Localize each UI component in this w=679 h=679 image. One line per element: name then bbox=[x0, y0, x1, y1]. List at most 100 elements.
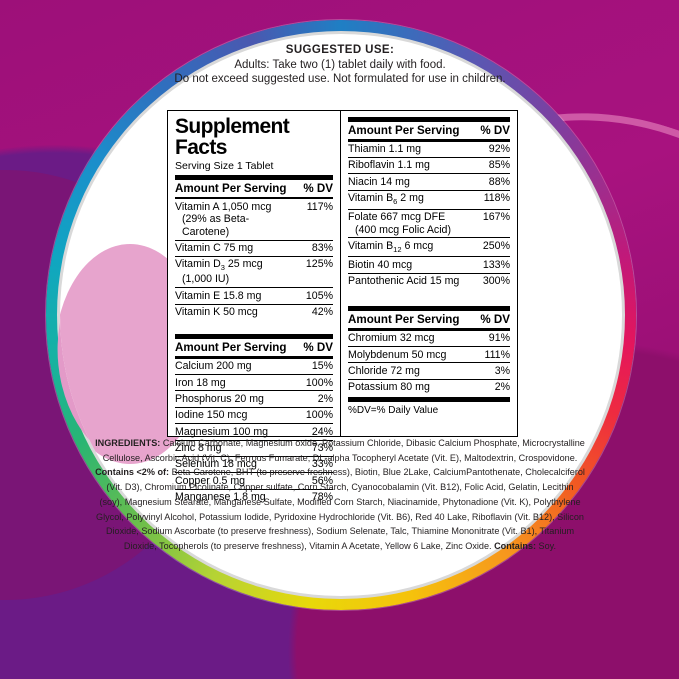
nutrient-table-vitamins: Vitamin A 1,050 mcg (29% as Beta-Carotene… bbox=[175, 199, 334, 320]
contains-under-2-body: Beta-Carotene, BHT (to preserve freshnes… bbox=[96, 467, 585, 552]
nutrient-dv: 250% bbox=[470, 237, 510, 258]
table-header-vitamins: Amount Per Serving % DV bbox=[175, 180, 333, 197]
nutrient-row: Vitamin A 1,050 mcg (29% as Beta-Carotene… bbox=[175, 199, 334, 241]
nutrient-dv: 85% bbox=[470, 157, 510, 175]
daily-value-note: %DV=% Daily Value bbox=[348, 405, 439, 417]
nutrient-dv: 105% bbox=[293, 287, 334, 305]
table-header-b-vitamins: Amount Per Serving % DV bbox=[348, 122, 510, 139]
suggested-use-block: SUGGESTED USE: Adults: Take two (1) tabl… bbox=[90, 44, 590, 85]
nutrient-dv: 91% bbox=[470, 330, 510, 348]
rule-thick bbox=[175, 334, 334, 340]
ingredients-label: INGREDIENTS: bbox=[95, 438, 161, 448]
table-header-trace-minerals: Amount Per Serving % DV bbox=[348, 311, 510, 328]
nutrient-name: Riboflavin 1.1 mg bbox=[348, 157, 470, 175]
nutrient-dv: 42% bbox=[311, 306, 334, 319]
nutrient-subnote: (400 mcg Folic Acid) bbox=[355, 223, 451, 236]
nutrient-dv: 2% bbox=[293, 390, 334, 408]
nutrient-row: Vitamin B12 6 mcg 250% bbox=[348, 237, 510, 258]
nutrient-subnote: (29% as Beta-Carotene) bbox=[182, 213, 250, 238]
nutrient-dv: 100% bbox=[293, 374, 334, 392]
nutrient-name: Thiamin 1.1 mg bbox=[348, 141, 470, 158]
rule-thick bbox=[348, 117, 510, 122]
nutrient-table-b-vitamins: Thiamin 1.1 mg 92% Riboflavin 1.1 mg 85% Nia… bbox=[348, 141, 510, 289]
nutrient-name: Pantothenic Acid 15 mg bbox=[348, 275, 460, 288]
nutrient-name: Selenium 18 mcg bbox=[175, 456, 294, 474]
nutrient-dv: 133% bbox=[470, 256, 510, 274]
rule-thick bbox=[348, 306, 510, 312]
rule-med bbox=[175, 356, 334, 359]
table-header-minerals: Amount Per Serving % DV bbox=[175, 339, 333, 356]
nutrient-name: Potassium 80 mg bbox=[348, 381, 430, 394]
amount-per-serving-label: Amount Per Serving bbox=[175, 341, 287, 355]
suggested-use-title: SUGGESTED USE: bbox=[285, 44, 395, 56]
suggested-use-line-1: Adults: Take two (1) tablet daily with f… bbox=[234, 59, 446, 71]
nutrient-name: Molybdenum 50 mcg bbox=[348, 346, 470, 364]
nutrient-name: Vitamin K 50 mcg bbox=[175, 306, 258, 319]
nutrient-dv: 167% bbox=[470, 209, 510, 239]
nutrient-row: Chloride 72 mg 3% bbox=[348, 362, 510, 380]
rule-med bbox=[348, 139, 510, 142]
nutrient-row: Iodine 150 mcg 100% bbox=[175, 407, 334, 425]
nutrient-row: Pantothenic Acid 15 mg 300% bbox=[348, 273, 510, 289]
nutrient-dv: 300% bbox=[482, 275, 510, 288]
contains-under-2-label: Contains <2% of: bbox=[95, 467, 170, 478]
rule-thick bbox=[348, 397, 510, 403]
nutrient-dv: 73% bbox=[293, 440, 334, 457]
nutrient-row: Zinc 8 mg 73% bbox=[175, 440, 334, 457]
nutrient-name: Copper 0.5 mg bbox=[175, 472, 294, 490]
nutrient-name: Biotin 40 mcg bbox=[348, 256, 470, 274]
nutrient-row: Vitamin K 50 mcg 42% bbox=[175, 304, 333, 320]
nutrient-name: Vitamin E 15.8 mg bbox=[175, 287, 294, 305]
nutrient-name: Niacin 14 mg bbox=[348, 173, 470, 191]
nutrient-name: Vitamin B6 2 mg bbox=[348, 190, 470, 210]
allergen-label: Contains: bbox=[494, 541, 537, 552]
tbody-vitamins-fat-soluble: Vitamin A 1,050 mcg (29% as Beta-Carotene… bbox=[175, 199, 334, 320]
nutrient-name: Folate 667 mcg DFE (400 mcg Folic Acid) bbox=[348, 209, 470, 239]
nutrient-dv: 88% bbox=[470, 173, 510, 191]
nutrient-name: Calcium 200 mg bbox=[175, 358, 294, 375]
percent-dv-label: % DV bbox=[303, 181, 334, 195]
nutrient-dv: 111% bbox=[470, 346, 510, 364]
nutrient-row: Niacin 14 mg 88% bbox=[348, 173, 510, 191]
nutrient-dv: 118% bbox=[470, 190, 510, 210]
tbody-minerals-major: Calcium 200 mg 15% Iron 18 mg 100% Phosphoru… bbox=[175, 358, 334, 506]
nutrient-name: Iodine 150 mcg bbox=[175, 407, 294, 425]
nutrient-row: Copper 0.5 mg 56% bbox=[175, 472, 334, 490]
nutrient-dv: 56% bbox=[293, 472, 334, 490]
supplement-facts-panel: Supplement Facts Serving Size 1 Tablet A… bbox=[167, 110, 518, 503]
nutrient-dv: 33% bbox=[293, 456, 334, 474]
tbody-vitamins-b-complex: Thiamin 1.1 mg 92% Riboflavin 1.1 mg 85% Nia… bbox=[348, 141, 510, 289]
ingredients-main: Calcium Carbonate, Magnesium oxide, Pota… bbox=[102, 438, 585, 463]
nutrient-dv: 24% bbox=[293, 423, 334, 441]
rule-med bbox=[175, 196, 334, 200]
nutrient-name: Chromium 32 mcg bbox=[348, 330, 470, 348]
suggested-use-line-2: Do not exceed suggested use. Not formula… bbox=[174, 73, 506, 85]
panel-column-left: Supplement Facts Serving Size 1 Tablet A… bbox=[168, 111, 342, 503]
amount-per-serving-label: Amount Per Serving bbox=[175, 181, 287, 195]
nutrient-name: Iron 18 mg bbox=[175, 374, 294, 392]
nutrient-row: Folate 667 mcg DFE (400 mcg Folic Acid) 16… bbox=[348, 209, 510, 239]
nutrient-dv: 92% bbox=[470, 141, 510, 158]
block-gap bbox=[348, 289, 510, 303]
panel-column-right: Amount Per Serving % DV Thiamin 1.1 mg 92… bbox=[341, 111, 517, 436]
percent-dv-label: % DV bbox=[480, 124, 510, 137]
ingredients-paragraph: INGREDIENTS: Calcium Carbonate, Magnesiu… bbox=[95, 436, 585, 554]
nutrient-row: Vitamin C 75 mg 83% bbox=[175, 240, 334, 257]
nutrient-row: Potassium 80 mg 2% bbox=[348, 379, 510, 395]
nutrient-row: Vitamin E 15.8 mg 105% bbox=[175, 287, 334, 305]
nutrient-row: Riboflavin 1.1 mg 85% bbox=[348, 157, 510, 175]
nutrient-dv: 117% bbox=[293, 199, 334, 241]
nutrient-row: Thiamin 1.1 mg 92% bbox=[348, 141, 510, 158]
nutrient-row: Biotin 40 mcg 133% bbox=[348, 256, 510, 274]
nutrient-row: Manganese 1.8 mg 78% bbox=[175, 489, 333, 505]
nutrient-name: Vitamin A 1,050 mcg (29% as Beta-Carotene… bbox=[175, 199, 294, 241]
allergen-body: Soy. bbox=[536, 541, 557, 552]
nutrient-row: Chromium 32 mcg 91% bbox=[348, 330, 510, 348]
nutrient-row: Phosphorus 20 mg 2% bbox=[175, 390, 334, 408]
nutrient-dv: 15% bbox=[293, 358, 334, 375]
rule-med bbox=[348, 328, 510, 331]
amount-per-serving-label: Amount Per Serving bbox=[348, 313, 460, 327]
nutrient-subnote: (1,000 IU) bbox=[182, 273, 230, 286]
nutrient-dv: 83% bbox=[293, 240, 334, 257]
